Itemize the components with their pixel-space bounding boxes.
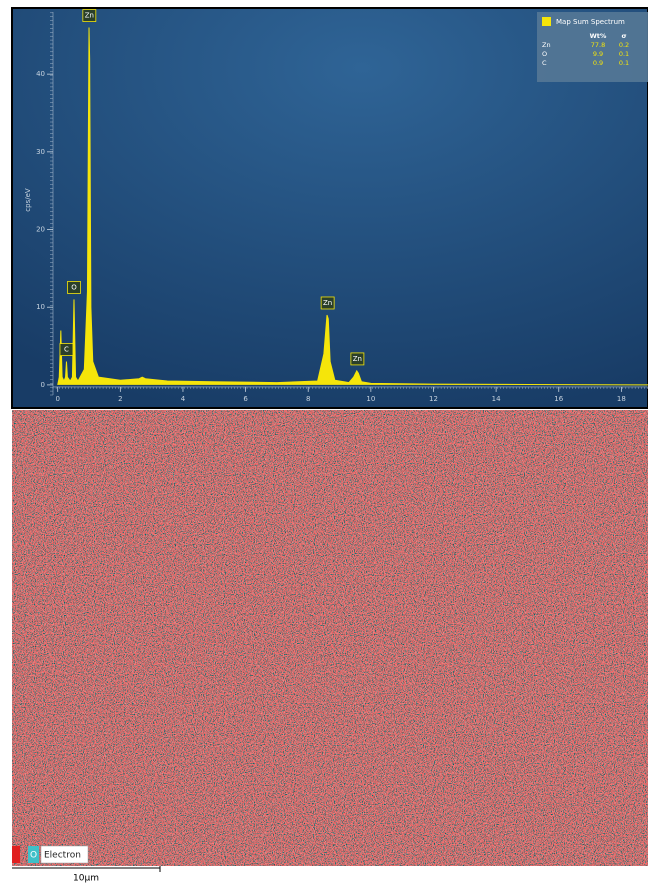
y-tick-label: 30: [36, 148, 45, 156]
x-tick-label: 10: [366, 395, 375, 403]
legend-sigma: 0.1: [619, 50, 629, 58]
map-layer: Electron: [44, 851, 81, 861]
legend-element: O: [542, 50, 547, 58]
legend: Map Sum Spectrum Wt% σ Zn 77.8 0.2 O 9.9 0.1 C…: [537, 12, 648, 82]
x-tick-label: 2: [118, 395, 122, 403]
electron-box: [40, 845, 89, 864]
spectrum-line: [57, 27, 648, 386]
legend-sigma: 0.1: [619, 59, 629, 67]
o-swatch: [28, 846, 39, 863]
y-tick-label: 20: [36, 226, 45, 234]
y-tick-label: 40: [36, 70, 45, 78]
legend-header: Wt%: [590, 32, 607, 40]
map-layer: O: [30, 851, 37, 861]
legend-element: Zn: [542, 41, 551, 49]
x-tick-label: 4: [181, 395, 186, 403]
legend-header: σ: [621, 32, 626, 40]
peak-label-box: [82, 9, 97, 22]
scale-bar-label: 10μm: [73, 874, 99, 884]
zn-swatch: [12, 846, 20, 863]
legend-sigma: 0.2: [619, 41, 629, 49]
map-legend: Zn O Electron: [12, 845, 89, 864]
x-tick-label: 12: [429, 395, 438, 403]
peak-label: Zn: [353, 355, 362, 363]
peak-label-box: [59, 343, 74, 356]
peak-label: Zn: [323, 299, 332, 307]
peak-label-box: [67, 281, 81, 294]
x-tick-label: 14: [492, 395, 501, 403]
legend-element: C: [542, 59, 547, 67]
x-tick-label: 8: [306, 395, 310, 403]
y-tick-label: 0: [41, 381, 45, 389]
peak-label: C: [64, 346, 69, 354]
y-axis-label: cps/eV: [24, 188, 32, 212]
peak-label: Zn: [85, 12, 94, 20]
y-tick-label: 10: [36, 303, 45, 311]
peak-label-box: [320, 296, 335, 310]
legend-box: [537, 12, 648, 82]
legend-title: Map Sum Spectrum: [556, 18, 625, 26]
legend-swatch: [542, 17, 551, 26]
peak-label: O: [71, 283, 77, 291]
legend-wt: 77.8: [591, 41, 605, 49]
legend-wt: 9.9: [593, 50, 603, 58]
x-tick-label: 0: [55, 395, 59, 403]
element-map: [12, 410, 648, 866]
x-tick-label: 18: [617, 395, 626, 403]
x-tick-label: 16: [554, 395, 563, 403]
legend-wt: 0.9: [593, 59, 603, 67]
x-tick-label: 6: [243, 395, 248, 403]
peak-label-box: [350, 352, 365, 366]
